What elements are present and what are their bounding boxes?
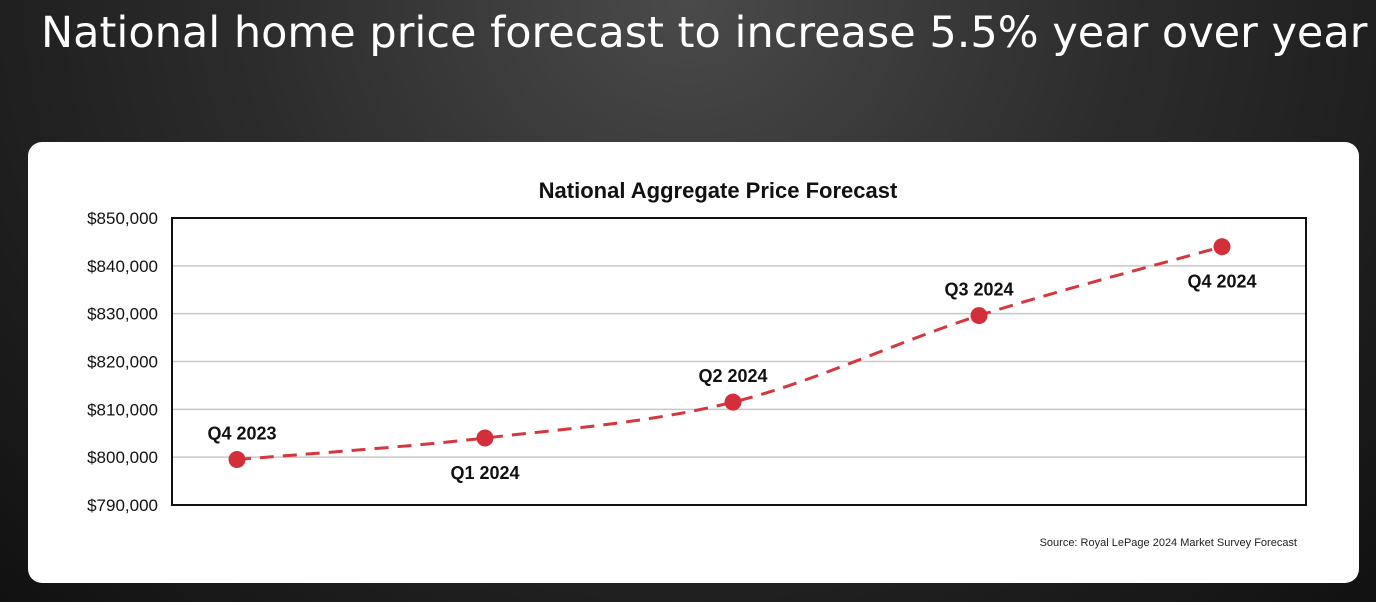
series-line [236,245,1223,462]
gridlines [172,265,1306,458]
chart-title: National Aggregate Price Forecast [539,178,898,203]
y-tick-label: $820,000 [87,353,158,372]
data-points [228,238,1231,469]
point-label: Q2 2024 [698,366,767,386]
plot-frame [171,217,1307,506]
point-label: Q4 2023 [207,424,276,444]
y-tick-label: $800,000 [87,448,158,467]
y-tick-label: $790,000 [87,496,158,515]
y-tick-label: $840,000 [87,257,158,276]
point-label: Q4 2024 [1187,272,1256,292]
page-headline: National home price forecast to increase… [41,8,1368,58]
chart-card: National Aggregate Price Forecast $790,0… [28,142,1359,583]
data-point [1213,238,1231,256]
data-point [228,451,246,469]
point-labels: Q4 2023 Q1 2024 Q2 2024 Q3 2024 Q4 2024 [207,272,1256,483]
y-axis-ticks: $790,000 $800,000 $810,000 $820,000 $830,000… [87,209,158,515]
data-point [724,393,742,411]
data-point [970,307,988,325]
price-forecast-chart: National Aggregate Price Forecast $790,0… [87,178,1307,515]
y-tick-label: $850,000 [87,209,158,228]
source-note: Source: Royal LePage 2024 Market Survey … [1039,537,1297,549]
y-tick-label: $830,000 [87,305,158,324]
data-point [476,429,494,447]
y-tick-label: $810,000 [87,400,158,419]
point-label: Q1 2024 [450,463,519,483]
point-label: Q3 2024 [944,280,1013,300]
